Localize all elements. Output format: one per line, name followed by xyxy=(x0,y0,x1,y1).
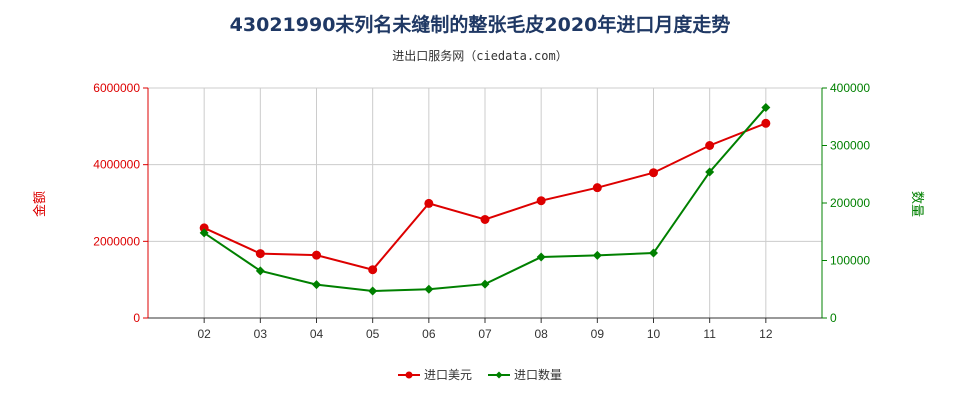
left-tick-label: 2000000 xyxy=(93,234,140,248)
data-point-1 xyxy=(312,250,321,260)
data-point-2 xyxy=(424,284,434,294)
right-tick-label: 0 xyxy=(830,311,837,325)
x-tick-label: 12 xyxy=(759,327,773,341)
y-left-axis-label: 金额 xyxy=(32,191,47,217)
data-point-1 xyxy=(705,141,715,150)
legend: 进口美元 进口数量 xyxy=(398,367,562,382)
data-point-2 xyxy=(649,248,658,258)
series xyxy=(199,103,771,296)
x-tick-label: 09 xyxy=(591,327,605,341)
x-tick-label: 11 xyxy=(703,327,716,341)
data-point-1 xyxy=(424,198,434,208)
left-tick-label: 0 xyxy=(133,311,140,325)
right-tick-label: 200000 xyxy=(830,196,870,210)
x-tick-label: 02 xyxy=(197,327,211,341)
legend-marker-2 xyxy=(495,371,503,379)
data-point-2 xyxy=(536,252,546,262)
y-right-axis-label: 数量 xyxy=(910,191,925,217)
data-point-2 xyxy=(480,279,490,289)
x-tick-label: 08 xyxy=(534,327,548,341)
data-point-1 xyxy=(536,196,546,206)
right-tick-label: 400000 xyxy=(830,81,870,95)
x-tick-label: 05 xyxy=(366,327,380,341)
data-point-2 xyxy=(368,286,378,296)
left-tick-label: 4000000 xyxy=(93,158,140,172)
data-point-1 xyxy=(592,183,602,193)
data-point-1 xyxy=(480,214,490,224)
legend-label-1: 进口美元 xyxy=(424,368,472,382)
data-point-2 xyxy=(312,280,321,290)
legend-marker-1 xyxy=(405,371,413,379)
data-point-2 xyxy=(705,167,715,177)
data-point-2 xyxy=(255,266,265,276)
data-point-1 xyxy=(368,265,378,275)
right-tick-label: 300000 xyxy=(830,139,870,153)
data-point-2 xyxy=(761,103,771,113)
data-point-1 xyxy=(649,168,658,178)
left-tick-label: 6000000 xyxy=(93,81,140,95)
legend-label-2: 进口数量 xyxy=(514,367,562,382)
x-tick-label: 03 xyxy=(254,327,268,341)
chart-subtitle: 进出口服务网（ciedata.com） xyxy=(392,49,568,63)
grid xyxy=(148,87,822,318)
x-tick-label: 04 xyxy=(310,327,324,341)
x-tick-label: 06 xyxy=(422,327,436,341)
data-point-1 xyxy=(255,249,265,259)
right-tick-label: 100000 xyxy=(830,254,870,268)
x-tick-label: 07 xyxy=(478,327,492,341)
data-point-2 xyxy=(199,228,209,238)
data-point-1 xyxy=(199,223,209,233)
data-point-2 xyxy=(592,250,602,260)
data-point-1 xyxy=(761,118,771,128)
x-tick-label: 10 xyxy=(647,327,661,341)
chart-title: 43021990未列名未缝制的整张毛皮2020年进口月度走势 xyxy=(229,14,731,36)
